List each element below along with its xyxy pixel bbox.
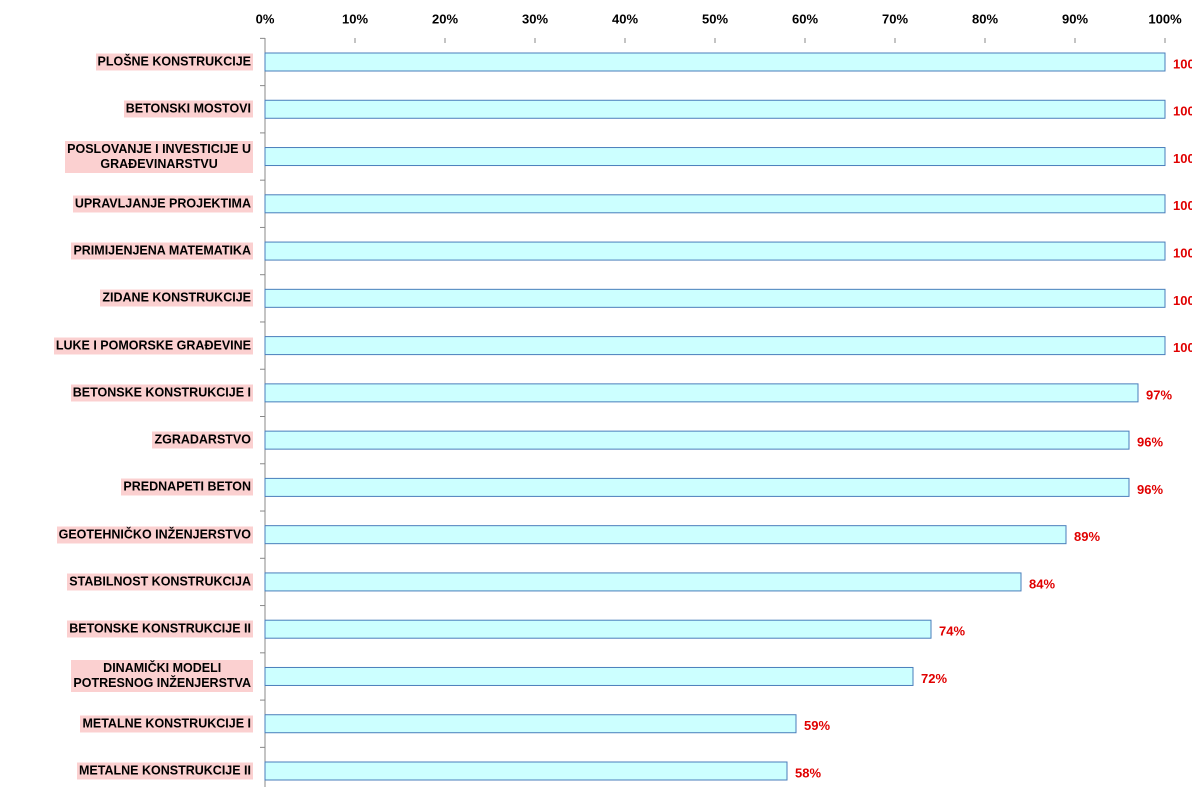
value-label: 59%: [804, 718, 830, 733]
category-label: BETONSKE KONSTRUKCIJE II: [67, 620, 253, 638]
bar: [264, 336, 1166, 356]
bar: [264, 477, 1130, 497]
bar: [264, 99, 1166, 119]
bar: [264, 714, 797, 734]
bar: [264, 241, 1166, 261]
bar: [264, 194, 1166, 214]
value-label: 96%: [1137, 435, 1163, 450]
value-label: 100%: [1173, 151, 1192, 166]
category-label: GEOTEHNIČKO INŽENJERSTVO: [56, 526, 253, 544]
x-tick-label: 0%: [256, 11, 275, 26]
x-tick-label: 50%: [702, 11, 728, 26]
category-label: PRIMIJENJENA MATEMATIKA: [71, 242, 253, 260]
category-label: BETONSKI MOSTOVI: [123, 100, 253, 118]
category-label: PLOŠNE KONSTRUKCIJE: [95, 53, 253, 71]
x-tick-label: 40%: [612, 11, 638, 26]
bar: [264, 383, 1139, 403]
value-label: 84%: [1029, 576, 1055, 591]
x-tick-label: 100%: [1148, 11, 1182, 26]
value-label: 100%: [1173, 56, 1192, 71]
bar: [264, 572, 1022, 592]
value-label: 100%: [1173, 198, 1192, 213]
x-tick-label: 90%: [1062, 11, 1088, 26]
bar: [264, 525, 1067, 545]
bar: [264, 288, 1166, 308]
value-label: 100%: [1173, 246, 1192, 261]
value-label: 100%: [1173, 104, 1192, 119]
bar: [264, 666, 914, 686]
x-tick-label: 70%: [882, 11, 908, 26]
value-label: 100%: [1173, 340, 1192, 355]
category-label: UPRAVLJANJE PROJEKTIMA: [72, 195, 253, 213]
x-tick-label: 20%: [432, 11, 458, 26]
category-label: STABILNOST KONSTRUKCIJA: [67, 573, 253, 591]
category-label: DINAMIČKI MODELI POTRESNOG INŽENJERSTVA: [71, 660, 253, 693]
value-label: 100%: [1173, 293, 1192, 308]
category-label: POSLOVANJE I INVESTICIJE U GRAĐEVINARSTV…: [65, 140, 253, 173]
bar: [264, 761, 788, 781]
category-label: METALNE KONSTRUKCIJE II: [77, 762, 253, 780]
x-tick-label: 10%: [342, 11, 368, 26]
category-label: PREDNAPETI BETON: [121, 478, 253, 496]
value-label: 58%: [795, 765, 821, 780]
category-label: BETONSKE KONSTRUKCIJE I: [70, 384, 253, 402]
bar: [264, 52, 1166, 72]
x-tick-label: 30%: [522, 11, 548, 26]
bar: [264, 619, 932, 639]
category-label: ZIDANE KONSTRUKCIJE: [100, 289, 253, 307]
category-label: LUKE I POMORSKE GRAĐEVINE: [53, 337, 253, 355]
value-label: 97%: [1146, 387, 1172, 402]
bar: [264, 430, 1130, 450]
value-label: 89%: [1074, 529, 1100, 544]
value-label: 96%: [1137, 482, 1163, 497]
category-label: ZGRADARSTVO: [152, 431, 253, 449]
bar: [264, 147, 1166, 167]
x-tick-label: 60%: [792, 11, 818, 26]
category-label: METALNE KONSTRUKCIJE I: [80, 715, 253, 733]
value-label: 72%: [921, 671, 947, 686]
value-label: 74%: [939, 624, 965, 639]
x-tick-label: 80%: [972, 11, 998, 26]
